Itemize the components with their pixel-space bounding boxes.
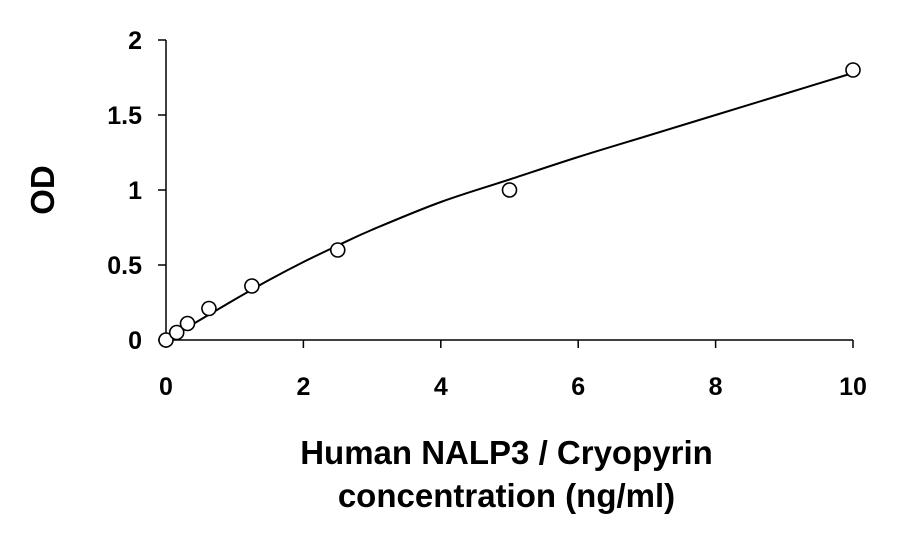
x-axis: 0 2 4 6 8 10 bbox=[159, 339, 867, 401]
x-tick-label: 4 bbox=[434, 373, 448, 401]
x-tick-label: 8 bbox=[709, 373, 723, 401]
data-point bbox=[501, 182, 518, 198]
x-axis-title-line-2: concentration (ng/ml) bbox=[338, 477, 675, 514]
data-points bbox=[158, 62, 861, 348]
data-point bbox=[244, 278, 260, 294]
x-axis-title-line-1: Human NALP3 / Cryopyrin bbox=[300, 434, 713, 471]
y-tick-label: 0.5 bbox=[107, 252, 142, 280]
data-point bbox=[158, 332, 174, 348]
data-point bbox=[179, 315, 196, 332]
x-tick-label: 10 bbox=[839, 373, 867, 401]
x-tick-label: 2 bbox=[296, 373, 310, 401]
y-axis-title: OD bbox=[24, 165, 61, 215]
y-axis: 0 0.5 1 1.5 2 bbox=[107, 27, 167, 355]
data-point bbox=[329, 242, 346, 258]
data-point bbox=[168, 324, 185, 341]
data-point bbox=[845, 62, 861, 78]
y-tick-label: 1.5 bbox=[107, 102, 142, 130]
y-tick-label: 0 bbox=[128, 327, 142, 355]
x-tick-label: 6 bbox=[571, 373, 585, 401]
data-point bbox=[201, 300, 217, 317]
y-tick-label: 2 bbox=[128, 27, 142, 55]
fit-curve bbox=[165, 72, 854, 341]
y-tick-label: 1 bbox=[128, 177, 142, 205]
x-tick-label: 0 bbox=[159, 373, 173, 401]
